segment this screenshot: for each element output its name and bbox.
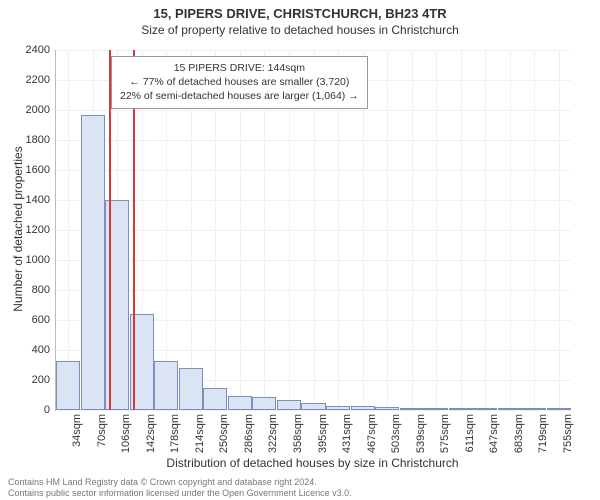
- histogram-bar: [203, 388, 227, 411]
- histogram-bar: [154, 361, 178, 411]
- x-tick-label: 467sqm: [366, 414, 378, 464]
- y-tick-label: 2000: [10, 104, 50, 116]
- x-tick-label: 683sqm: [513, 414, 525, 464]
- x-tick-label: 575sqm: [439, 414, 451, 464]
- y-tick-label: 0: [10, 404, 50, 416]
- x-tick-label: 322sqm: [267, 414, 279, 464]
- histogram-bar: [522, 408, 546, 410]
- x-tick-label: 539sqm: [415, 414, 427, 464]
- footer-line2: Contains public sector information licen…: [8, 488, 592, 498]
- gridline-v: [412, 50, 413, 410]
- histogram-bar: [56, 361, 80, 411]
- gridline-v: [559, 50, 560, 410]
- histogram-bar: [449, 408, 473, 410]
- x-tick-label: 214sqm: [194, 414, 206, 464]
- x-tick-label: 106sqm: [120, 414, 132, 464]
- y-tick-label: 200: [10, 374, 50, 386]
- x-tick-label: 178sqm: [169, 414, 181, 464]
- chart-container: 15, PIPERS DRIVE, CHRISTCHURCH, BH23 4TR…: [0, 0, 600, 500]
- x-tick-label: 611sqm: [464, 414, 476, 464]
- histogram-bar: [498, 408, 522, 410]
- histogram-bar: [351, 406, 375, 410]
- infobox-line1: 15 PIPERS DRIVE: 144sqm: [120, 61, 359, 75]
- y-tick-label: 1400: [10, 194, 50, 206]
- y-tick-label: 1000: [10, 254, 50, 266]
- infobox-line2: ← 77% of detached houses are smaller (3,…: [120, 75, 359, 89]
- y-tick-label: 1600: [10, 164, 50, 176]
- y-tick-label: 800: [10, 284, 50, 296]
- histogram-bar: [105, 200, 129, 410]
- y-tick-label: 1800: [10, 134, 50, 146]
- x-tick-label: 250sqm: [218, 414, 230, 464]
- x-tick-label: 142sqm: [145, 414, 157, 464]
- gridline-v: [461, 50, 462, 410]
- histogram-bar: [547, 408, 571, 410]
- x-tick-label: 503sqm: [390, 414, 402, 464]
- histogram-bar: [400, 408, 424, 410]
- histogram-bar: [252, 397, 276, 410]
- gridline-v: [485, 50, 486, 410]
- page-subtitle: Size of property relative to detached ho…: [0, 21, 600, 37]
- histogram-bar: [81, 115, 105, 411]
- histogram-bar: [301, 403, 325, 410]
- gridline-v: [534, 50, 535, 410]
- gridline-v: [387, 50, 388, 410]
- histogram-bar: [375, 407, 399, 410]
- marker-infobox: 15 PIPERS DRIVE: 144sqm ← 77% of detache…: [111, 56, 368, 109]
- footer-line1: Contains HM Land Registry data © Crown c…: [8, 477, 592, 487]
- histogram-bar: [130, 314, 154, 410]
- gridline-h: [56, 410, 571, 411]
- histogram-bar: [326, 406, 350, 411]
- x-tick-label: 70sqm: [96, 414, 108, 464]
- page-title: 15, PIPERS DRIVE, CHRISTCHURCH, BH23 4TR: [0, 0, 600, 21]
- histogram-bar: [424, 408, 448, 410]
- y-tick-label: 1200: [10, 224, 50, 236]
- y-tick-label: 600: [10, 314, 50, 326]
- y-tick-label: 2400: [10, 44, 50, 56]
- histogram-bar: [179, 368, 203, 410]
- infobox-line3: 22% of semi-detached houses are larger (…: [120, 89, 359, 103]
- histogram-bar: [277, 400, 301, 410]
- histogram-bar: [228, 396, 252, 410]
- histogram-bar: [473, 408, 497, 410]
- x-tick-label: 431sqm: [341, 414, 353, 464]
- y-tick-label: 400: [10, 344, 50, 356]
- plot-area: 15 PIPERS DRIVE: 144sqm ← 77% of detache…: [55, 50, 571, 411]
- x-tick-label: 719sqm: [537, 414, 549, 464]
- y-tick-label: 2200: [10, 74, 50, 86]
- x-tick-label: 755sqm: [562, 414, 574, 464]
- x-tick-label: 647sqm: [488, 414, 500, 464]
- x-tick-label: 286sqm: [243, 414, 255, 464]
- gridline-v: [510, 50, 511, 410]
- gridline-v: [436, 50, 437, 410]
- x-tick-label: 395sqm: [317, 414, 329, 464]
- footer-attribution: Contains HM Land Registry data © Crown c…: [0, 477, 600, 498]
- gridline-v: [68, 50, 69, 410]
- x-tick-label: 358sqm: [292, 414, 304, 464]
- x-tick-label: 34sqm: [71, 414, 83, 464]
